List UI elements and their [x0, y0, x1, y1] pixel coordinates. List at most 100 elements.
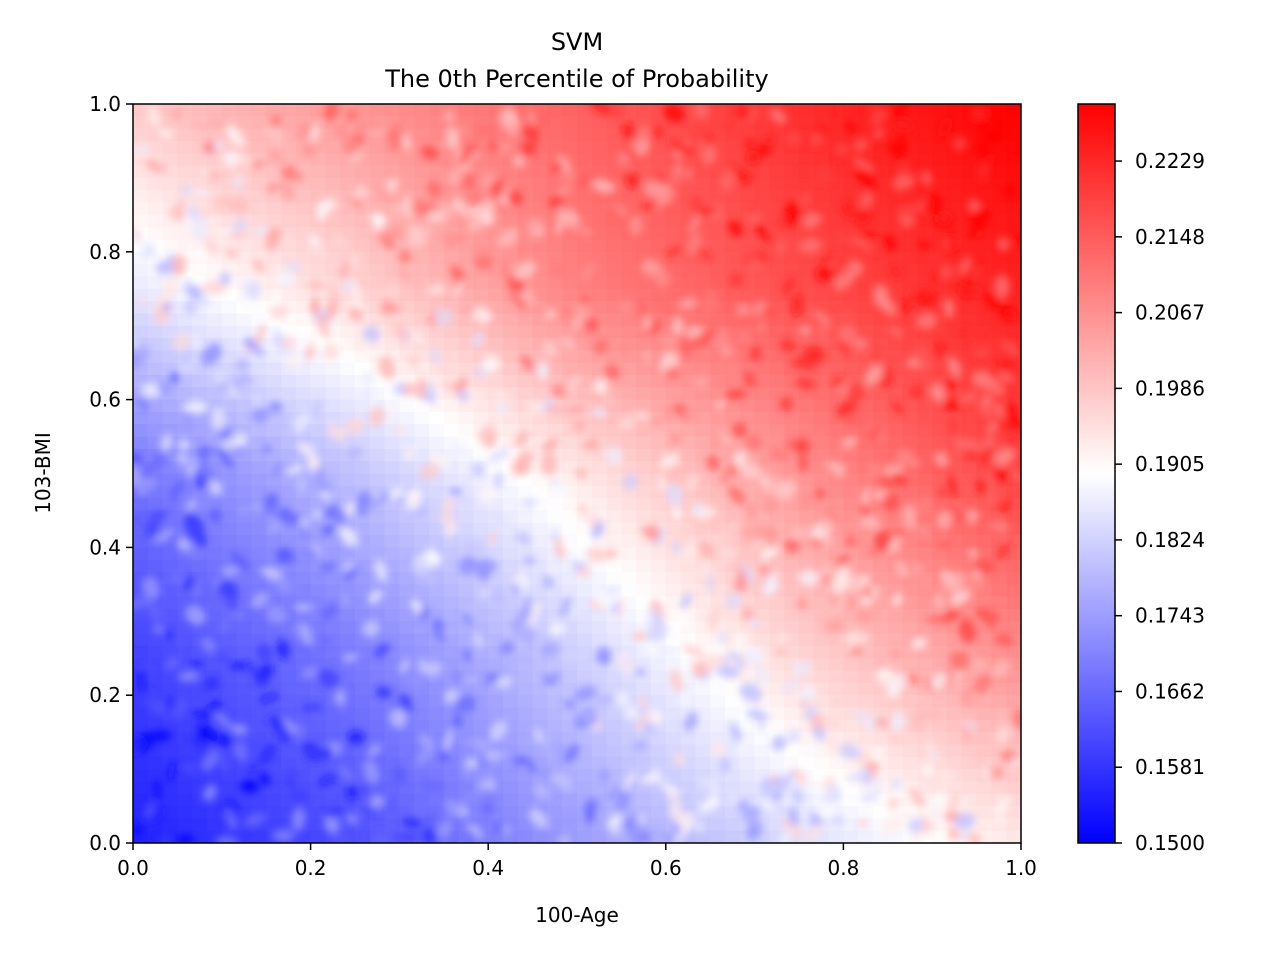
heatmap-cell — [843, 756, 859, 770]
heatmap-texture-blob — [697, 776, 710, 789]
heatmap-cell — [577, 584, 593, 598]
heatmap-texture-blob — [149, 604, 162, 621]
heatmap-texture-blob — [421, 144, 434, 160]
heatmap-cell — [473, 695, 489, 709]
heatmap-texture-blob — [797, 238, 823, 254]
heatmap-cell — [147, 559, 164, 573]
heatmap-cell — [636, 498, 652, 512]
heatmap-texture-blob — [758, 143, 770, 157]
heatmap-cell — [562, 584, 578, 598]
heatmap-texture-blob — [143, 693, 159, 710]
heatmap-texture-blob — [996, 544, 1010, 559]
heatmap-texture-blob — [736, 171, 752, 184]
heatmap-cell — [887, 387, 904, 401]
heatmap-texture-blob — [692, 104, 710, 119]
heatmap-cell — [665, 202, 682, 216]
heatmap-cell — [295, 202, 312, 216]
heatmap-cell — [251, 830, 267, 843]
heatmap-cell — [162, 140, 178, 154]
heatmap-cell — [443, 547, 460, 561]
heatmap-cell — [932, 658, 948, 672]
heatmap-cell — [665, 596, 682, 610]
heatmap-texture-blob — [429, 350, 442, 363]
heatmap-cell — [799, 621, 815, 635]
heatmap-texture-blob — [184, 741, 194, 752]
heatmap-texture-blob — [616, 654, 636, 674]
heatmap-cell — [340, 350, 356, 364]
heatmap-cell — [858, 251, 874, 265]
heatmap-cell — [147, 276, 164, 290]
heatmap-texture-blob — [861, 768, 874, 788]
heatmap-cell — [577, 485, 593, 499]
heatmap-cell — [340, 608, 356, 622]
heatmap-cell — [458, 658, 474, 672]
heatmap-cell — [947, 695, 963, 709]
heatmap-cell — [340, 621, 356, 635]
heatmap-cell — [843, 424, 859, 438]
heatmap-cell — [873, 325, 889, 339]
heatmap-texture-blob — [137, 629, 147, 641]
heatmap-texture-blob — [561, 596, 570, 618]
heatmap-cell — [577, 190, 593, 204]
heatmap-cell — [281, 473, 297, 487]
heatmap-cell — [858, 116, 874, 130]
heatmap-cell — [873, 596, 889, 610]
heatmap-texture-blob — [477, 423, 496, 444]
heatmap-texture-blob — [997, 236, 1010, 252]
heatmap-cell — [236, 485, 252, 499]
heatmap-cell — [340, 387, 356, 401]
heatmap-texture-blob — [325, 476, 335, 493]
heatmap-texture-blob — [828, 259, 836, 269]
heatmap-texture-blob — [973, 673, 993, 694]
heatmap-texture-blob — [860, 503, 871, 518]
heatmap-cell — [414, 424, 430, 438]
heatmap-texture-blob — [738, 329, 750, 343]
heatmap-texture-blob — [549, 621, 565, 636]
heatmap-cell — [547, 424, 563, 438]
heatmap-texture-blob — [655, 173, 666, 185]
heatmap-cell — [310, 584, 326, 598]
heatmap-cell — [458, 350, 474, 364]
heatmap-cell — [429, 436, 445, 450]
heatmap-texture-blob — [715, 104, 728, 126]
heatmap-texture-blob — [133, 466, 143, 489]
heatmap-texture-blob — [738, 462, 763, 480]
heatmap-cell — [887, 350, 904, 364]
heatmap-cell — [651, 547, 667, 561]
heatmap-cell — [147, 411, 164, 425]
heatmap-cell — [162, 547, 178, 561]
heatmap-texture-blob — [277, 179, 295, 201]
heatmap-texture-blob — [526, 124, 540, 145]
heatmap-cell — [473, 608, 489, 622]
heatmap-cell — [162, 473, 178, 487]
heatmap-texture-blob — [276, 639, 291, 660]
heatmap-cell — [917, 732, 933, 746]
heatmap-texture-blob — [905, 359, 919, 368]
heatmap-texture-blob — [794, 439, 805, 451]
heatmap-texture-blob — [892, 782, 905, 799]
heatmap-cell — [991, 227, 1007, 241]
heatmap-cell — [281, 658, 297, 672]
heatmap-texture-blob — [515, 572, 531, 591]
heatmap-cell — [162, 818, 178, 832]
heatmap-texture-blob — [497, 228, 520, 248]
heatmap-cell — [577, 781, 593, 795]
heatmap-texture-blob — [689, 332, 713, 348]
heatmap-cell — [355, 350, 371, 364]
heatmap-texture-blob — [571, 561, 585, 572]
heatmap-cell — [651, 584, 667, 598]
heatmap-cell — [251, 202, 267, 216]
heatmap-cell — [384, 436, 400, 450]
heatmap-texture-blob — [394, 221, 403, 243]
heatmap-cell — [177, 153, 193, 167]
heatmap-cell — [858, 350, 874, 364]
heatmap-texture-blob — [324, 806, 345, 819]
heatmap-cell — [414, 719, 430, 733]
heatmap-texture-blob — [230, 551, 250, 572]
heatmap-texture-blob — [426, 284, 447, 296]
heatmap-cell — [340, 707, 356, 721]
heatmap-cell — [621, 387, 637, 401]
heatmap-texture-blob — [346, 110, 357, 121]
heatmap-cell — [266, 362, 282, 376]
heatmap-texture-blob — [264, 238, 281, 250]
